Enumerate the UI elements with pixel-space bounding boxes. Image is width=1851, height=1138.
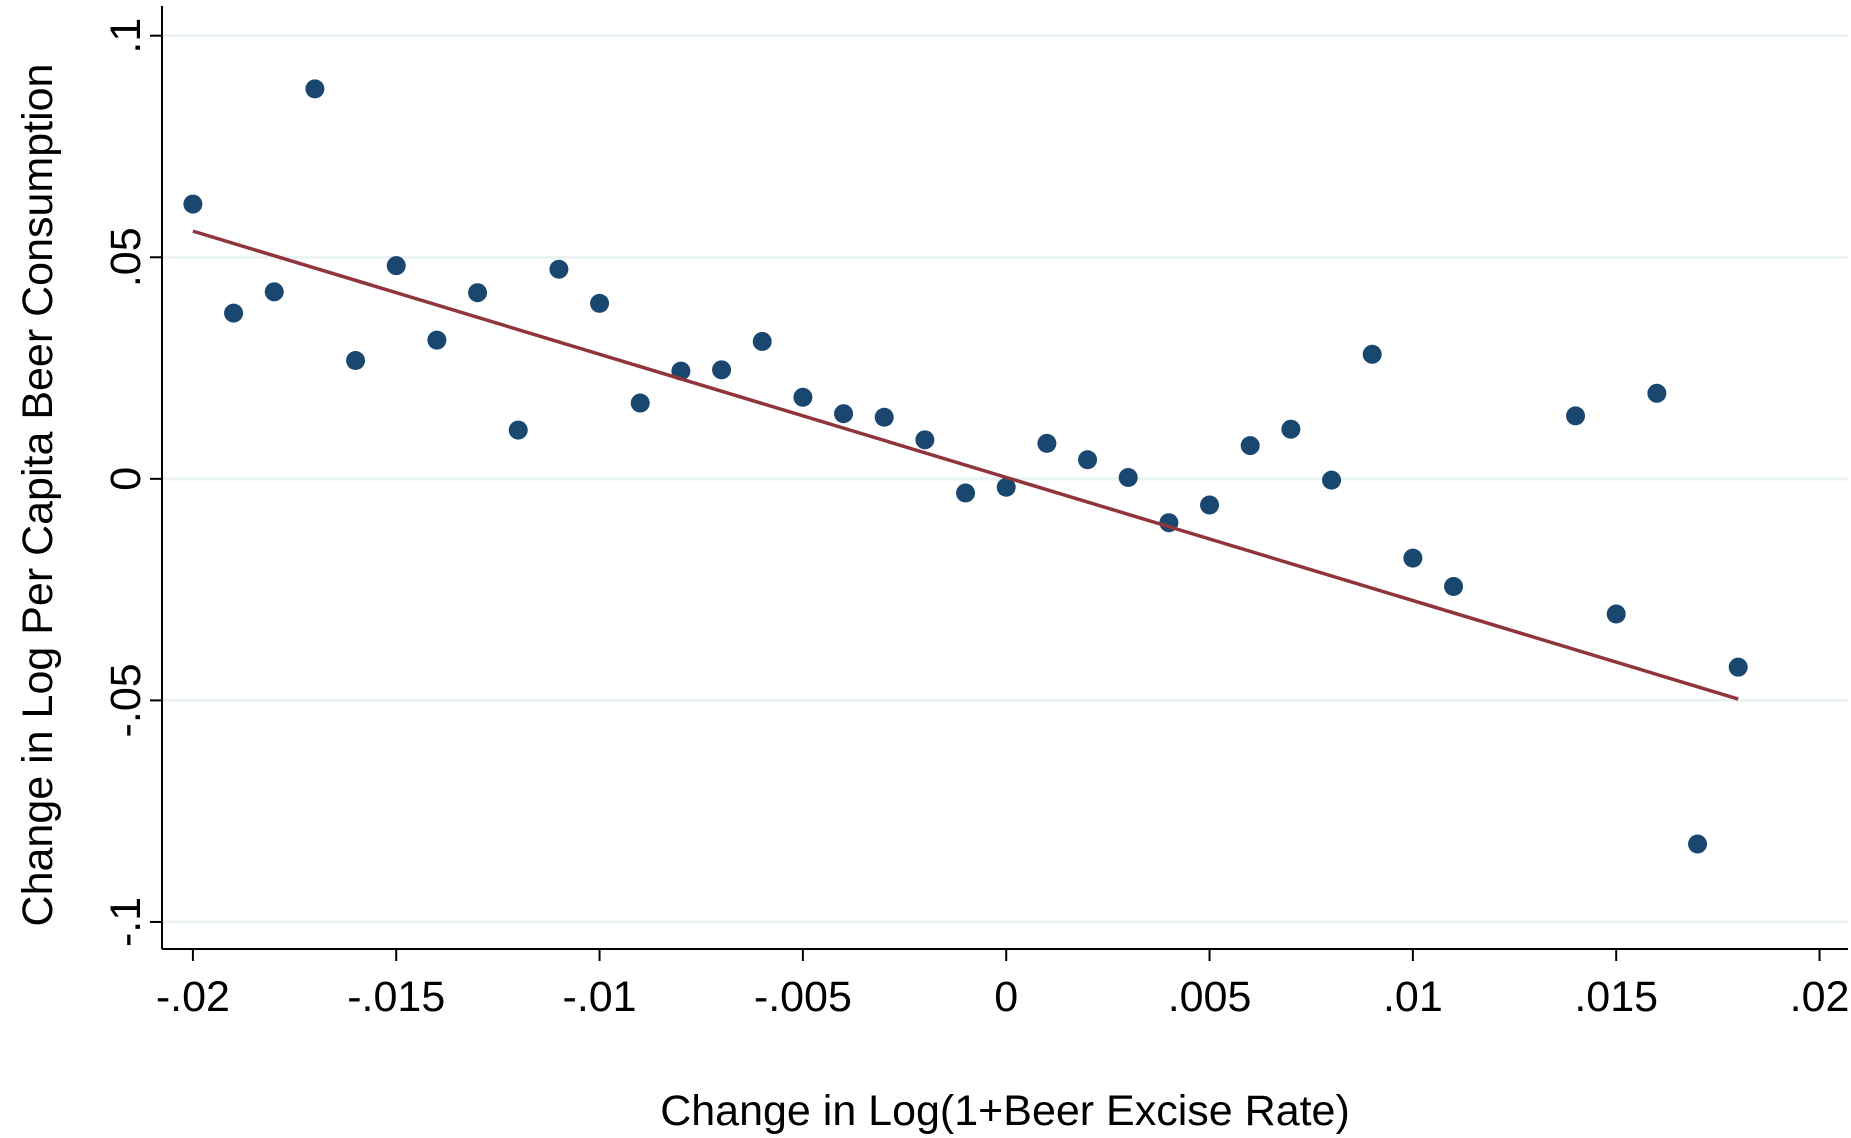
point	[956, 483, 976, 503]
point	[712, 360, 732, 380]
y-tick-label: .05	[102, 227, 150, 287]
point	[1403, 548, 1423, 568]
point	[183, 194, 203, 214]
point	[264, 282, 284, 302]
point	[1647, 383, 1667, 403]
point	[1728, 657, 1748, 677]
y-axis-title: Change in Log Per Capita Beer Consumptio…	[14, 64, 62, 927]
point	[996, 477, 1016, 497]
x-tick-label: -.015	[347, 973, 445, 1021]
point	[1688, 834, 1708, 854]
point	[1566, 406, 1586, 426]
point	[468, 283, 488, 303]
x-axis-title: Change in Log(1+Beer Excise Rate)	[660, 1087, 1350, 1135]
point	[1118, 468, 1138, 487]
point	[1281, 419, 1301, 439]
point	[915, 430, 935, 450]
point	[1200, 495, 1220, 515]
y-tick-label: 0	[102, 467, 150, 491]
point	[630, 393, 650, 413]
point	[590, 293, 610, 313]
x-tick-label: -.005	[754, 973, 852, 1021]
point	[1240, 436, 1260, 456]
point	[549, 259, 569, 279]
point	[752, 331, 772, 351]
point	[305, 79, 325, 99]
y-tick-label: -.05	[102, 663, 150, 737]
point	[834, 404, 854, 424]
x-tick-label: -.02	[156, 973, 230, 1021]
x-tick-label: -.01	[563, 973, 637, 1021]
x-tick-label: .015	[1574, 973, 1658, 1021]
x-tick-label: .005	[1168, 973, 1252, 1021]
point	[1322, 470, 1342, 490]
point	[874, 407, 894, 427]
point	[1444, 577, 1464, 597]
point	[427, 330, 447, 350]
y-tick-label: -.1	[102, 897, 150, 947]
point	[793, 387, 813, 407]
point	[224, 303, 244, 323]
point	[508, 420, 528, 440]
fit-line	[192, 229, 1739, 701]
x-tick-label: .01	[1383, 973, 1443, 1021]
x-tick-label: .02	[1790, 973, 1850, 1021]
x-tick-label: 0	[994, 973, 1018, 1021]
point	[1606, 604, 1626, 624]
y-tick-label: .1	[102, 18, 150, 54]
point	[1037, 433, 1057, 453]
point	[386, 256, 406, 276]
point	[1362, 344, 1382, 364]
point	[346, 351, 366, 371]
point	[1078, 450, 1098, 470]
